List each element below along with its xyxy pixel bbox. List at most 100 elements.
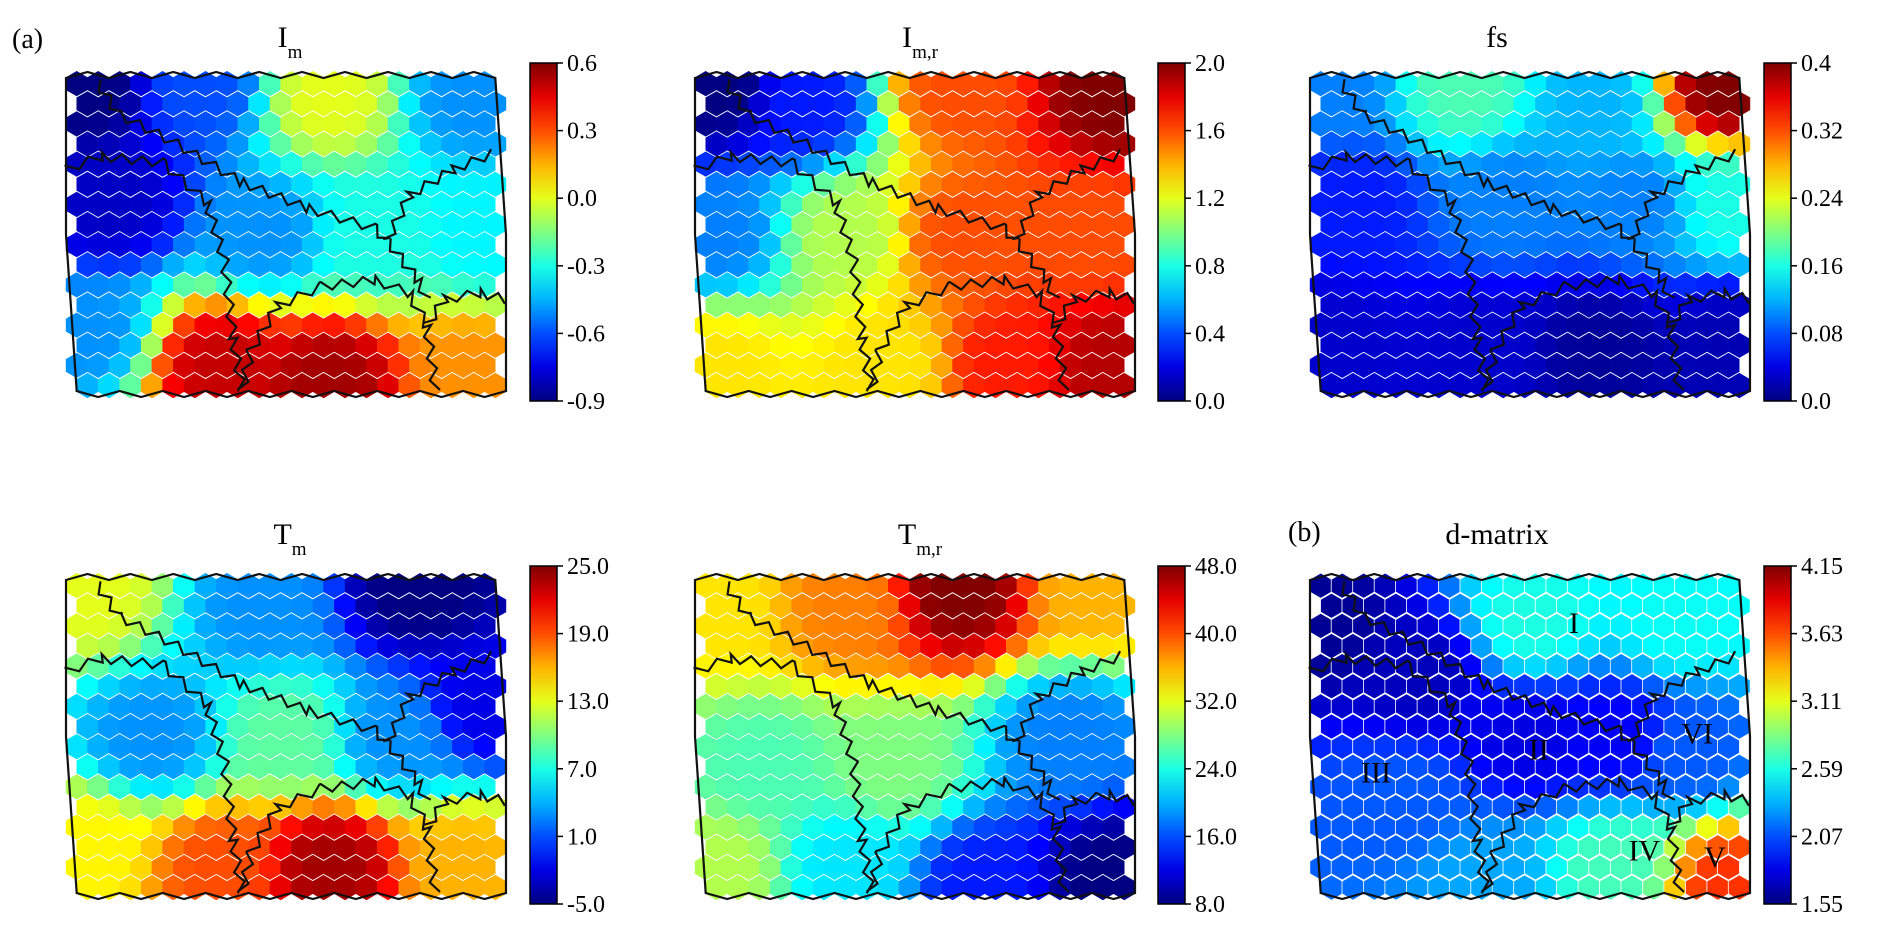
som-node xyxy=(834,91,857,117)
som-node xyxy=(484,211,507,238)
som-node xyxy=(462,332,485,358)
som-node xyxy=(1696,111,1718,137)
som-node xyxy=(366,693,389,720)
som-node xyxy=(963,91,985,117)
som-node xyxy=(898,171,921,197)
som-node xyxy=(1016,111,1039,137)
som-node xyxy=(791,211,814,238)
som-node xyxy=(1578,292,1600,318)
som-node xyxy=(1674,111,1697,137)
som-node xyxy=(259,191,281,218)
som-node xyxy=(1727,713,1751,740)
som-node xyxy=(812,131,835,157)
som-hex-grid xyxy=(1309,572,1751,901)
som-node xyxy=(130,312,153,338)
som-node xyxy=(727,754,749,780)
som-node xyxy=(162,91,185,117)
som-node xyxy=(812,332,835,358)
som-node xyxy=(1070,171,1093,197)
som-node xyxy=(866,814,889,840)
colorbar-tick-label: -5.0 xyxy=(567,892,605,918)
som-node xyxy=(1631,191,1654,218)
som-node xyxy=(183,593,206,619)
colorbar-tick-label: 32.0 xyxy=(1195,689,1237,715)
som-node xyxy=(409,151,432,177)
som-node xyxy=(1503,272,1525,298)
som-hex-grid xyxy=(1309,71,1751,399)
som-node xyxy=(1406,171,1429,197)
som-node xyxy=(1728,211,1751,238)
som-node xyxy=(1524,232,1547,258)
colorbar xyxy=(1764,63,1791,401)
som-node xyxy=(877,794,900,820)
som-node xyxy=(162,171,185,197)
som-node xyxy=(205,794,228,820)
som-node xyxy=(248,252,271,278)
som-node xyxy=(1048,754,1071,780)
som-node xyxy=(1599,252,1622,278)
som-node xyxy=(366,613,389,639)
som-node xyxy=(1081,693,1103,720)
som-node xyxy=(727,673,749,699)
som-node xyxy=(1728,91,1751,117)
som-node xyxy=(151,613,174,639)
som-node xyxy=(909,734,932,760)
som-node xyxy=(748,633,771,659)
som-node xyxy=(194,111,217,137)
som-node xyxy=(845,191,867,218)
som-node xyxy=(216,191,238,218)
som-node xyxy=(205,292,228,318)
som-node xyxy=(1588,312,1611,338)
som-node xyxy=(237,272,260,298)
som-node xyxy=(995,111,1018,137)
som-node xyxy=(920,211,942,238)
som-node xyxy=(323,151,346,177)
som-node xyxy=(1578,171,1600,197)
som-node xyxy=(473,814,496,840)
som-node xyxy=(1027,91,1050,117)
som-node xyxy=(1717,773,1740,800)
som-node xyxy=(130,774,153,800)
som-node xyxy=(1070,673,1093,699)
som-node xyxy=(812,593,835,619)
som-node xyxy=(1524,352,1547,378)
colorbar-tick-label: -0.3 xyxy=(567,254,605,280)
som-node xyxy=(301,232,324,258)
cluster-label: VI xyxy=(1681,717,1713,750)
som-node xyxy=(312,252,335,278)
som-hex-grid xyxy=(65,71,507,399)
cluster-boundary xyxy=(1308,650,1491,894)
som-node xyxy=(1027,633,1050,659)
som-node xyxy=(727,834,749,860)
som-node xyxy=(812,211,835,238)
som-node xyxy=(173,352,195,378)
som-node xyxy=(452,854,474,880)
cluster-boundary xyxy=(1481,774,1685,893)
som-node xyxy=(909,151,932,177)
som-node xyxy=(930,613,953,639)
som-node xyxy=(705,211,728,238)
som-node xyxy=(984,211,1007,238)
som-node xyxy=(1728,252,1751,278)
colorbar-tick-label: 0.3 xyxy=(567,119,597,145)
som-node xyxy=(984,673,1007,699)
som-node xyxy=(694,111,717,137)
som-node xyxy=(366,151,389,177)
som-node xyxy=(1363,332,1386,358)
som-node xyxy=(1006,713,1028,740)
som-node xyxy=(473,232,496,258)
som-node xyxy=(377,794,399,820)
som-node xyxy=(909,312,932,338)
som-node xyxy=(194,312,217,338)
som-node xyxy=(484,713,507,740)
som-node xyxy=(973,613,996,639)
som-node xyxy=(1091,713,1114,740)
cluster-label: V xyxy=(1704,841,1726,874)
som-node xyxy=(119,673,142,699)
som-node xyxy=(398,171,421,197)
som-node xyxy=(87,111,110,137)
som-node xyxy=(1696,232,1718,258)
som-node xyxy=(323,814,346,840)
som-node xyxy=(823,814,846,840)
som-node xyxy=(1309,151,1332,177)
